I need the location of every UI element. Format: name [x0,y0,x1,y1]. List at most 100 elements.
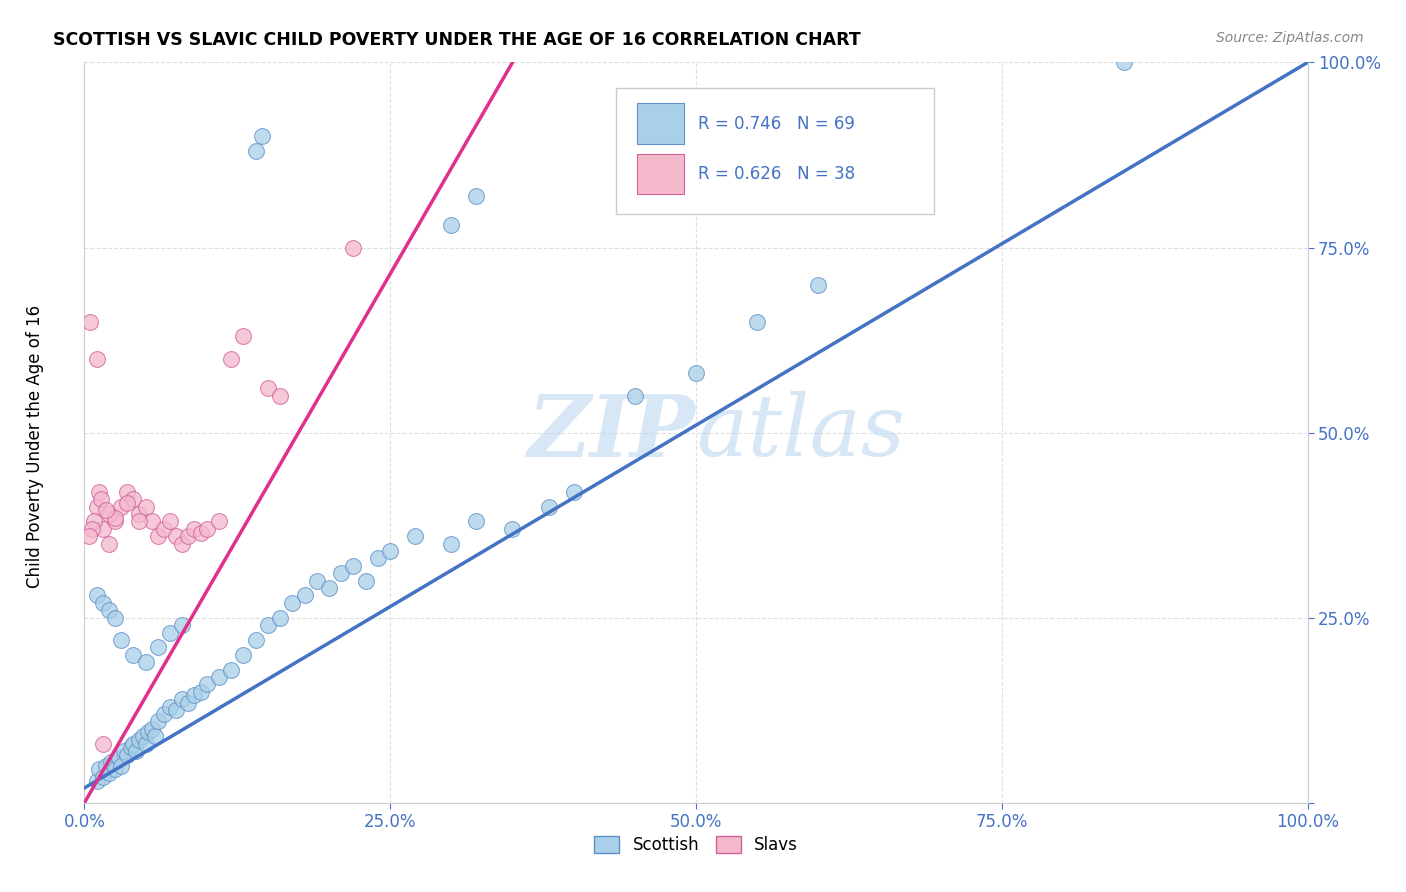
Point [146,714,169,729]
Point [440,219,463,233]
Point [135,737,157,751]
Point [257,381,280,395]
Point [115,747,138,762]
Point [86,773,108,788]
Point [97,507,120,521]
Point [122,648,145,662]
Point [91,737,114,751]
Point [538,500,561,514]
Point [190,685,212,699]
Point [86,589,108,603]
Point [146,640,169,655]
Point [367,551,389,566]
Legend: Scottish, Slavs: Scottish, Slavs [588,830,804,861]
Point [342,558,364,573]
Text: ZIP: ZIP [529,391,696,475]
Point [122,492,145,507]
Text: R = 0.626   N = 38: R = 0.626 N = 38 [699,165,855,183]
Point [122,737,145,751]
Point [159,699,181,714]
Point [104,610,127,624]
Point [464,188,486,202]
Point [97,603,120,617]
Bar [637,103,683,144]
Point [86,500,108,514]
Point [404,529,426,543]
Point [141,722,163,736]
Point [77,529,100,543]
Point [120,740,142,755]
Point [807,277,830,292]
Point [330,566,353,581]
Point [128,515,150,529]
Point [96,503,118,517]
Point [318,581,340,595]
Point [80,522,103,536]
Point [97,536,120,550]
Point [135,655,157,669]
Point [159,625,181,640]
Point [232,329,254,343]
Point [87,763,110,777]
Point [128,732,150,747]
Point [115,484,138,499]
Point [97,766,120,780]
Point [354,574,377,588]
Point [112,744,135,758]
Point [232,648,254,662]
Point [250,129,273,144]
Point [245,145,267,159]
Point [110,500,132,514]
Point [342,240,364,255]
Point [159,515,181,529]
Point [269,388,291,402]
Point [153,706,176,721]
Point [172,536,194,550]
Point [87,484,110,499]
Point [183,522,205,536]
Point [190,525,212,540]
Point [208,670,231,684]
Point [1114,55,1136,70]
Point [624,388,647,402]
Point [110,632,132,647]
Point [128,507,150,521]
Point [100,755,122,769]
Point [219,351,242,366]
Point [685,367,707,381]
Point [195,522,218,536]
Point [153,522,176,536]
Point [747,314,769,328]
Point [380,544,402,558]
Point [305,574,328,588]
Point [136,725,159,739]
Point [86,351,108,366]
Point [91,770,114,784]
Point [110,758,132,772]
Text: Child Poverty Under the Age of 16: Child Poverty Under the Age of 16 [27,304,44,588]
Text: SCOTTISH VS SLAVIC CHILD POVERTY UNDER THE AGE OF 16 CORRELATION CHART: SCOTTISH VS SLAVIC CHILD POVERTY UNDER T… [53,31,862,49]
Point [257,618,280,632]
Point [172,692,194,706]
Point [464,515,486,529]
Point [172,618,194,632]
Point [79,314,101,328]
Point [177,529,200,543]
Point [165,703,187,717]
Point [208,515,231,529]
Point [269,610,291,624]
Point [91,596,114,610]
Point [104,763,127,777]
Point [294,589,316,603]
Text: atlas: atlas [696,392,905,474]
Text: R = 0.746   N = 69: R = 0.746 N = 69 [699,115,855,133]
Text: Source: ZipAtlas.com: Source: ZipAtlas.com [1216,31,1364,45]
Point [91,522,114,536]
Point [90,492,112,507]
Point [165,529,187,543]
Point [440,536,463,550]
Point [115,496,138,510]
Point [219,663,242,677]
Point [132,729,155,743]
Point [177,696,200,710]
